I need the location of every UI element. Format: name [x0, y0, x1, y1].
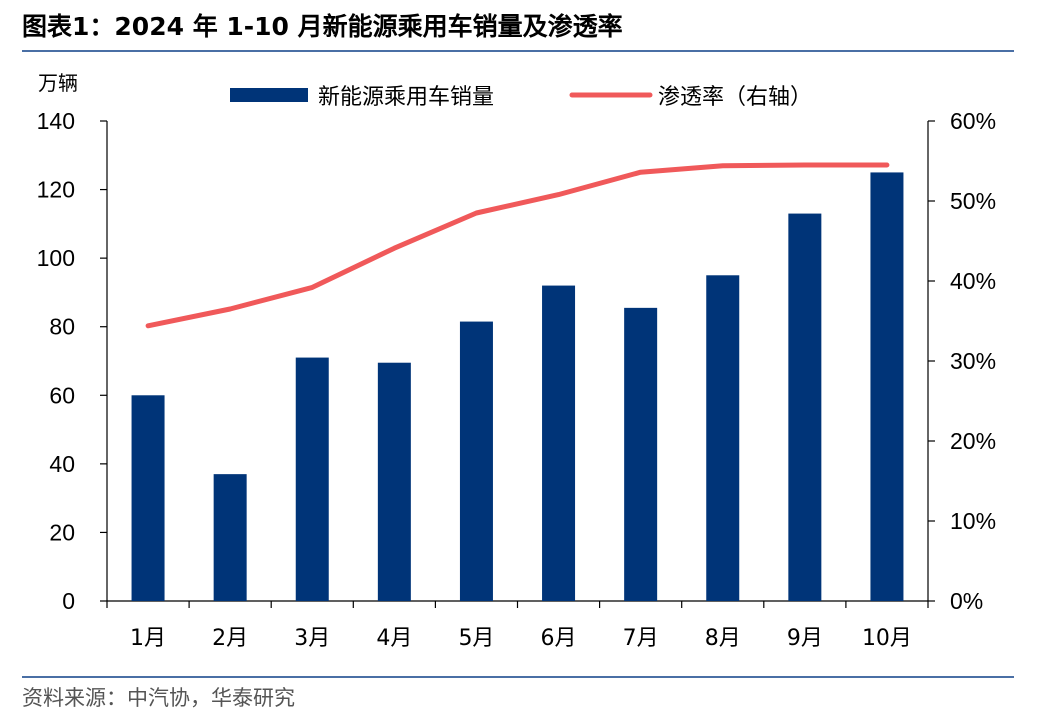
- x-tick-label: 2月: [212, 626, 248, 651]
- bar: [788, 213, 822, 602]
- right-tick-label: 60%: [950, 108, 996, 134]
- bar-series: [131, 172, 904, 602]
- left-tick-label: 100: [37, 245, 75, 271]
- right-tick-label: 40%: [950, 268, 996, 294]
- left-tick-label: 40: [49, 451, 75, 477]
- left-tick-label: 80: [49, 314, 75, 340]
- bar: [213, 474, 247, 601]
- bar: [624, 307, 658, 601]
- left-unit-label: 万辆: [38, 71, 78, 95]
- left-tick-label: 140: [37, 108, 75, 134]
- line-series: [145, 162, 890, 329]
- bar: [459, 321, 493, 601]
- left-tick-label: 0: [62, 588, 75, 614]
- figure-title: 图表1：2024 年 1-10 月新能源乘用车销量及渗透率: [22, 8, 1012, 46]
- x-tick-label: 7月: [623, 626, 659, 651]
- right-tick-label: 20%: [950, 428, 996, 454]
- bar: [542, 285, 576, 601]
- x-tick-label: 1月: [130, 626, 166, 651]
- bar: [131, 395, 165, 601]
- x-tick-label: 10月: [862, 626, 912, 651]
- legend-bar-swatch: [230, 88, 308, 102]
- right-tick-label: 30%: [950, 348, 996, 374]
- legend: 新能源乘用车销量 渗透率（右轴）: [230, 85, 812, 110]
- chart: 万辆 新能源乘用车销量 渗透率（右轴） 0 20 40 60 80 100 120 140 0%…: [37, 71, 996, 651]
- left-tick-label: 120: [37, 177, 75, 203]
- bar: [870, 172, 904, 601]
- bar: [295, 357, 329, 601]
- x-tick-label: 9月: [787, 626, 823, 651]
- left-axis-unit: 万辆: [38, 71, 78, 95]
- left-tick-label: 20: [49, 519, 75, 545]
- chart-title: 2024 年 1-10 月新能源乘用车销量及渗透率: [114, 12, 623, 41]
- x-tick-label: 3月: [294, 626, 330, 651]
- source-note: 资料来源：中汽协，华泰研究: [22, 686, 295, 710]
- legend-line-label: 渗透率（右轴）: [658, 85, 812, 110]
- right-tick-label: 0%: [950, 588, 983, 614]
- x-tick-label: 8月: [705, 626, 741, 651]
- x-axis-labels: 1月 2月 3月 4月 5月 6月 7月 8月 9月 10月: [130, 626, 912, 651]
- bar: [377, 362, 411, 601]
- top-rule: [22, 50, 1014, 52]
- axes: 0 20 40 60 80 100 120 140 0% 10% 20% 30% 40% 50% 60%: [37, 108, 996, 614]
- right-tick-label: 50%: [950, 188, 996, 214]
- x-tick-label: 4月: [376, 626, 412, 651]
- bar: [706, 275, 740, 601]
- x-tick-label: 6月: [541, 626, 577, 651]
- right-tick-label: 10%: [950, 508, 996, 534]
- penetration-line: [145, 162, 890, 329]
- figure-label: 图表1：: [22, 12, 115, 41]
- legend-bar-label: 新能源乘用车销量: [318, 85, 494, 110]
- x-tick-label: 5月: [458, 626, 494, 651]
- bottom-rule: [22, 676, 1014, 678]
- left-tick-label: 60: [49, 382, 75, 408]
